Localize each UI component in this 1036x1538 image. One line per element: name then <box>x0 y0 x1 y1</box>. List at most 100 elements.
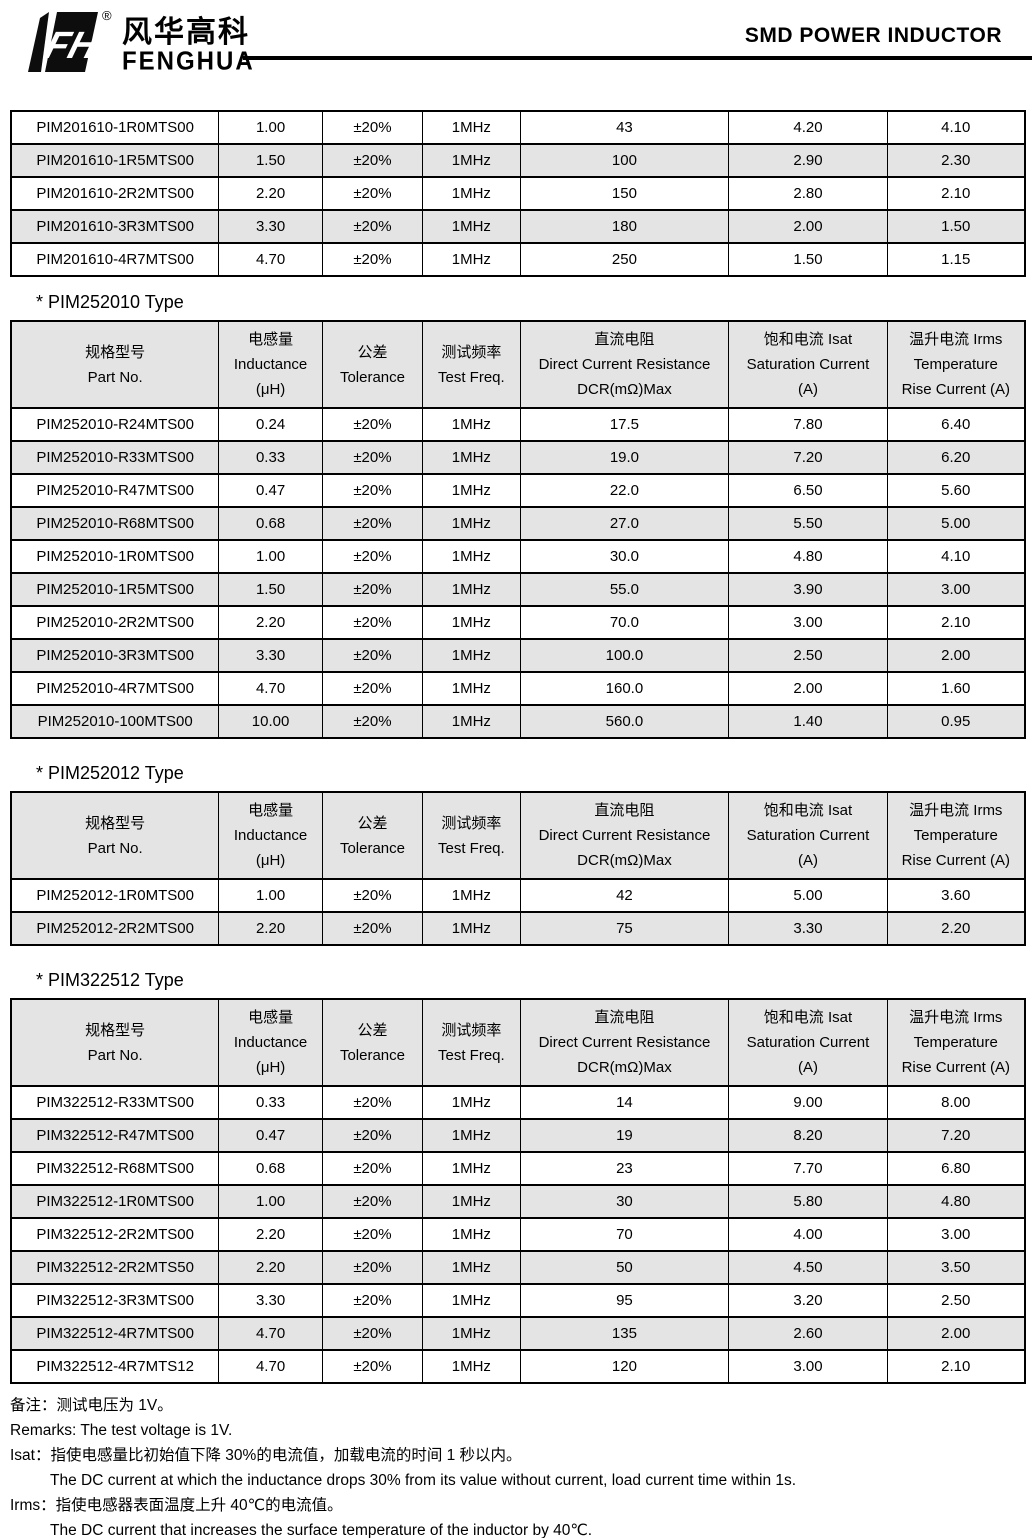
table-row: PIM201610-1R5MTS00 1.50 ±20% 1MHz 100 2.90 2.3… <box>10 143 1026 178</box>
column-header-line: Part No. <box>87 839 143 857</box>
value-cell-dcr: 19.0 <box>519 440 730 475</box>
column-header-irms: 温升电流 Irms Temperature Rise Current (A) <box>886 320 1026 409</box>
value-cell-irms: 3.60 <box>886 878 1026 913</box>
value-cell-irms: 8.00 <box>886 1085 1026 1120</box>
remark-line: Irms：指使电感器表面温度上升 40℃的电流值。 <box>10 1497 343 1514</box>
value-cell-dcr: 560.0 <box>519 704 730 739</box>
value-cell-inductance: 3.30 <box>218 638 323 673</box>
column-header-line: Saturation Current <box>746 827 870 844</box>
column-header-line: 直流电阻 <box>594 1009 655 1026</box>
column-header-tolerance: 公差 Tolerance <box>321 791 424 880</box>
part-number-cell: PIM201610-1R5MTS00 <box>10 143 220 178</box>
value-cell-isat: 1.50 <box>728 242 888 277</box>
part-number-cell: PIM322512-4R7MTS00 <box>10 1316 220 1351</box>
column-header-line: Test Freq. <box>437 368 505 386</box>
value-cell-inductance: 2.20 <box>218 911 323 946</box>
column-header-test_freq: 测试频率 Test Freq. <box>422 791 521 880</box>
table-row: PIM322512-R33MTS00 0.33 ±20% 1MHz 14 9.00 8.00 <box>10 1085 1026 1120</box>
value-cell-test_freq: 1MHz <box>422 671 521 706</box>
value-cell-isat: 2.90 <box>728 143 888 178</box>
column-header-line: 测试频率 <box>441 1021 502 1039</box>
part-number-cell: PIM252010-100MTS00 <box>10 704 220 739</box>
value-cell-inductance: 2.20 <box>218 1250 323 1285</box>
column-header-tolerance: 公差 Tolerance <box>321 998 424 1087</box>
value-cell-test_freq: 1MHz <box>422 209 521 244</box>
value-cell-dcr: 150 <box>519 176 730 211</box>
value-cell-dcr: 55.0 <box>519 572 730 607</box>
value-cell-inductance: 3.30 <box>218 1283 323 1318</box>
value-cell-inductance: 3.30 <box>218 209 323 244</box>
value-cell-irms: 2.10 <box>886 176 1026 211</box>
column-header-line: 饱和电流 Isat <box>763 802 853 819</box>
value-cell-irms: 2.00 <box>886 1316 1026 1351</box>
value-cell-dcr: 43 <box>519 110 730 145</box>
value-cell-test_freq: 1MHz <box>422 1316 521 1351</box>
value-cell-irms: 3.00 <box>886 1217 1026 1252</box>
table-row: PIM252010-4R7MTS00 4.70 ±20% 1MHz 160.0 2.00 1… <box>10 671 1026 706</box>
table-row: PIM322512-2R2MTS50 2.20 ±20% 1MHz 50 4.50 3.50 <box>10 1250 1026 1285</box>
value-cell-inductance: 1.50 <box>218 143 323 178</box>
table-header-row: 规格型号 Part No. 电感量 Inductance (μH) 公差 Tolerance… <box>10 320 1026 409</box>
value-cell-isat: 6.50 <box>728 473 888 508</box>
column-header-line: 饱和电流 Isat <box>763 1009 853 1026</box>
table-row: PIM201610-4R7MTS00 4.70 ±20% 1MHz 250 1.50 1.1… <box>10 242 1026 277</box>
value-cell-irms: 1.15 <box>886 242 1026 277</box>
column-header-line: Inductance <box>233 356 308 373</box>
value-cell-test_freq: 1MHz <box>422 176 521 211</box>
value-cell-inductance: 4.70 <box>218 242 323 277</box>
part-number-cell: PIM201610-4R7MTS00 <box>10 242 220 277</box>
column-header-line: Temperature <box>913 1034 998 1051</box>
value-cell-isat: 2.60 <box>728 1316 888 1351</box>
value-cell-irms: 2.10 <box>886 1349 1026 1384</box>
brand-name-chinese: 风华高科 <box>122 16 250 49</box>
value-cell-tolerance: ±20% <box>321 1316 424 1351</box>
part-number-cell: PIM322512-4R7MTS12 <box>10 1349 220 1384</box>
value-cell-dcr: 70.0 <box>519 605 730 640</box>
part-number-cell: PIM322512-3R3MTS00 <box>10 1283 220 1318</box>
value-cell-test_freq: 1MHz <box>422 539 521 574</box>
column-header-line: (μH) <box>255 852 286 869</box>
value-cell-inductance: 0.68 <box>218 506 323 541</box>
spec-table-pim252010: 规格型号 Part No. 电感量 Inductance (μH) 公差 Tolerance… <box>10 320 1026 739</box>
table-row: PIM252010-R33MTS00 0.33 ±20% 1MHz 19.0 7.20 6.… <box>10 440 1026 475</box>
part-number-cell: PIM252010-3R3MTS00 <box>10 638 220 673</box>
value-cell-test_freq: 1MHz <box>422 1349 521 1384</box>
part-number-cell: PIM252010-R47MTS00 <box>10 473 220 508</box>
column-header-line: 公差 <box>357 1021 388 1039</box>
page-header: FH ® 风华高科 FENGHUA SMD POWER INDUCTOR <box>0 0 1036 90</box>
value-cell-inductance: 2.20 <box>218 176 323 211</box>
part-number-cell: PIM201610-3R3MTS00 <box>10 209 220 244</box>
remark-line: Isat：指使电感量比初始值下降 30%的电流值，加载电流的时间 1 秒以内。 <box>10 1447 522 1464</box>
table-row: PIM322512-1R0MTS00 1.00 ±20% 1MHz 30 5.80 4.80 <box>10 1184 1026 1219</box>
column-header-inductance: 电感量 Inductance (μH) <box>218 791 323 880</box>
column-header-line: 直流电阻 <box>594 331 655 348</box>
table-row: PIM322512-R68MTS00 0.68 ±20% 1MHz 23 7.70 6.80 <box>10 1151 1026 1186</box>
value-cell-dcr: 22.0 <box>519 473 730 508</box>
value-cell-isat: 3.00 <box>728 605 888 640</box>
value-cell-irms: 1.50 <box>886 209 1026 244</box>
value-cell-test_freq: 1MHz <box>422 638 521 673</box>
column-header-line: DCR(mΩ)Max <box>577 852 672 869</box>
value-cell-tolerance: ±20% <box>321 638 424 673</box>
page-title: SMD POWER INDUCTOR <box>744 24 1002 47</box>
table-row: PIM201610-3R3MTS00 3.30 ±20% 1MHz 180 2.00 1.5… <box>10 209 1026 244</box>
value-cell-tolerance: ±20% <box>321 242 424 277</box>
value-cell-test_freq: 1MHz <box>422 110 521 145</box>
column-header-irms: 温升电流 Irms Temperature Rise Current (A) <box>886 791 1026 880</box>
column-header-line: Direct Current Resistance <box>538 1034 711 1051</box>
part-number-cell: PIM322512-R68MTS00 <box>10 1151 220 1186</box>
value-cell-test_freq: 1MHz <box>422 506 521 541</box>
value-cell-test_freq: 1MHz <box>422 572 521 607</box>
column-header-line: 测试频率 <box>441 814 502 832</box>
value-cell-test_freq: 1MHz <box>422 440 521 475</box>
part-number-cell: PIM201610-2R2MTS00 <box>10 176 220 211</box>
value-cell-isat: 5.00 <box>728 878 888 913</box>
column-header-line: (A) <box>797 1059 818 1076</box>
column-header-line: Inductance <box>233 1034 308 1051</box>
value-cell-tolerance: ±20% <box>321 1250 424 1285</box>
value-cell-tolerance: ±20% <box>321 407 424 442</box>
value-cell-tolerance: ±20% <box>321 572 424 607</box>
column-header-line: 温升电流 Irms <box>909 1009 1003 1026</box>
value-cell-test_freq: 1MHz <box>422 605 521 640</box>
value-cell-tolerance: ±20% <box>321 704 424 739</box>
